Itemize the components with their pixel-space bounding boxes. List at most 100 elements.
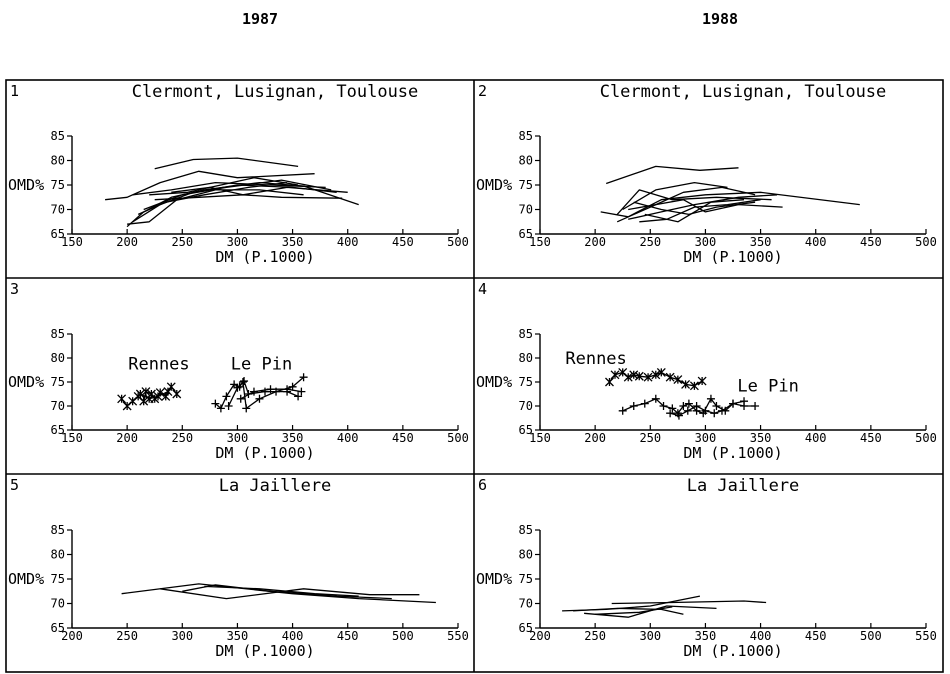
- data-point-marker: [249, 387, 258, 396]
- y-axis-label: OMD%: [8, 373, 44, 391]
- x-tick-label: 450: [392, 431, 414, 445]
- series-line-9: [644, 199, 745, 223]
- data-point-marker: [710, 409, 719, 418]
- year-label-1987: 1987: [242, 10, 278, 28]
- data-point-marker: [706, 394, 715, 403]
- y-tick-label: 85: [519, 327, 533, 341]
- x-tick-label: 250: [639, 431, 661, 445]
- series-line-8: [628, 199, 783, 213]
- x-tick-label: 500: [915, 235, 937, 249]
- data-point-marker: [294, 392, 303, 401]
- y-axis-label: OMD%: [476, 176, 512, 194]
- data-point-marker: [216, 404, 225, 413]
- panel-title: Clermont, Lusignan, Toulouse: [600, 82, 887, 102]
- y-tick-label: 70: [519, 597, 533, 611]
- x-tick-label: 500: [860, 629, 882, 643]
- series-line-4: [182, 584, 392, 600]
- data-point-marker: [144, 394, 154, 404]
- x-tick-label: 550: [447, 629, 469, 643]
- x-tick-label: 300: [639, 629, 661, 643]
- data-point-marker: [211, 399, 220, 408]
- x-tick-label: 500: [915, 431, 937, 445]
- x-tick-label: 550: [915, 629, 937, 643]
- x-tick-label: 400: [282, 629, 304, 643]
- panel-title: Clermont, Lusignan, Toulouse: [132, 82, 419, 102]
- y-tick-label: 85: [519, 129, 533, 143]
- x-tick-label: 300: [227, 431, 249, 445]
- x-tick-label: 450: [860, 235, 882, 249]
- data-point-marker: [242, 404, 251, 413]
- x-tick-label: 400: [337, 235, 359, 249]
- x-tick-label: 400: [750, 629, 772, 643]
- y-tick-label: 65: [519, 423, 533, 437]
- y-tick-label: 85: [51, 523, 65, 537]
- y-tick-label: 75: [519, 178, 533, 192]
- y-axis-label: OMD%: [8, 570, 44, 588]
- y-tick-label: 75: [519, 375, 533, 389]
- x-tick-label: 200: [61, 629, 83, 643]
- data-point-marker: [643, 372, 653, 382]
- x-tick-label: 500: [392, 629, 414, 643]
- panel-1: 1 Clermont, Lusignan, Toulouse 150 200 250 30…: [8, 82, 469, 266]
- data-point-marker: [740, 397, 749, 406]
- data-point-marker: [283, 385, 292, 394]
- y-tick-label: 65: [51, 423, 65, 437]
- x-axis-label: DM (P.1000): [683, 642, 782, 660]
- y-tick-label: 80: [51, 154, 65, 168]
- y-tick-label: 80: [519, 351, 533, 365]
- panel-4: 4 150 200 250 300 350 400 450 500 65 70 75 80 85 OMD% D…: [476, 280, 937, 462]
- data-point-marker: [153, 391, 163, 401]
- data-point-marker: [681, 379, 691, 389]
- data-point-marker: [255, 394, 264, 403]
- x-tick-label: 250: [116, 629, 138, 643]
- x-tick-label: 450: [805, 629, 827, 643]
- panel-number: 1: [10, 82, 19, 100]
- panel-6: 6 La Jaillere 200 250 300 350 400 450 500 550 65 70…: [476, 476, 937, 660]
- x-tick-label: 250: [584, 629, 606, 643]
- data-point-marker: [299, 373, 308, 382]
- x-axis-label: DM (P.1000): [215, 248, 314, 266]
- data-point-marker: [236, 394, 245, 403]
- x-tick-label: 150: [61, 431, 83, 445]
- series-line-2: [105, 170, 315, 201]
- series-line-3: [132, 181, 326, 196]
- data-point-marker: [751, 402, 760, 410]
- panel-5: 5 La Jaillere 200 250 300 350 400 450 500 550 65 70…: [8, 476, 469, 660]
- data-point-marker: [135, 389, 145, 399]
- series-annotation: Le Pin: [737, 377, 798, 397]
- y-tick-label: 70: [51, 203, 65, 217]
- series-line-2: [160, 588, 420, 600]
- data-point-marker: [629, 370, 639, 380]
- series-annotation: Rennes: [565, 349, 626, 369]
- panel-3: 3 150 200 250 300 350 400 450 500 65 70 75 80 85 OMD% D…: [8, 280, 469, 462]
- panel-number: 3: [10, 280, 19, 298]
- data-point-marker: [712, 402, 721, 410]
- series-line-11: [149, 177, 299, 196]
- year-label-1988: 1988: [702, 10, 738, 28]
- x-axis-label: DM (P.1000): [683, 444, 782, 462]
- x-tick-label: 350: [227, 629, 249, 643]
- data-point-marker: [233, 383, 242, 392]
- series-annotation: Rennes: [128, 355, 189, 375]
- data-point-marker: [679, 402, 688, 410]
- panel-number: 6: [478, 476, 487, 494]
- data-point-marker: [683, 406, 692, 415]
- y-tick-label: 65: [51, 227, 65, 241]
- y-tick-label: 80: [519, 154, 533, 168]
- x-tick-label: 250: [171, 235, 193, 249]
- data-point-marker: [618, 406, 627, 415]
- y-tick-label: 65: [519, 227, 533, 241]
- data-point-marker: [674, 411, 683, 420]
- data-point-marker: [692, 402, 701, 410]
- x-tick-label: 400: [805, 431, 827, 445]
- series-line-9: [137, 181, 288, 215]
- series-line-5: [595, 606, 673, 615]
- y-tick-label: 75: [51, 178, 65, 192]
- x-tick-label: 200: [116, 431, 138, 445]
- x-tick-label: 200: [116, 235, 138, 249]
- series-line-1: [154, 157, 299, 170]
- x-tick-label: 400: [805, 235, 827, 249]
- y-axis-label: OMD%: [8, 176, 44, 194]
- data-point-marker: [240, 377, 249, 386]
- data-point-marker: [117, 394, 127, 404]
